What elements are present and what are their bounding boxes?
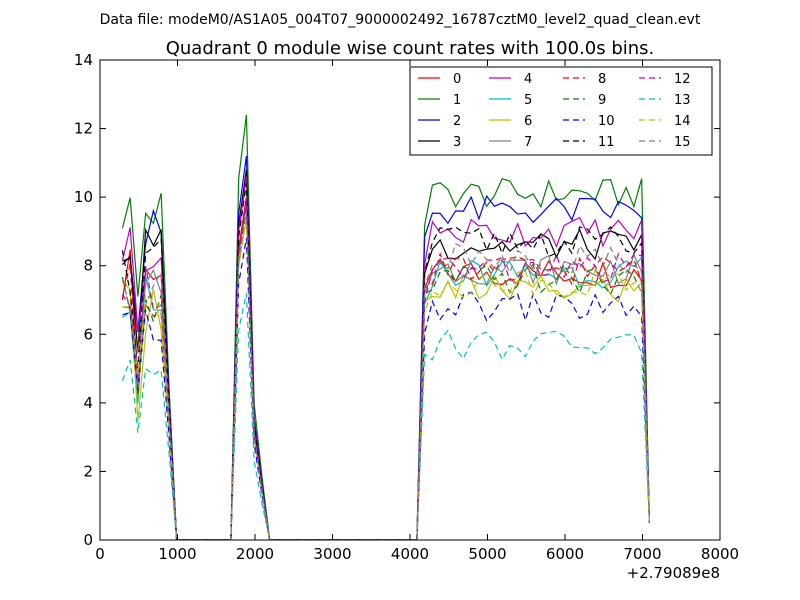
x-tick-label: 3000 [313, 545, 351, 563]
x-tick-label: 8000 [701, 545, 739, 563]
legend-label-12: 12 [674, 72, 691, 87]
y-tick-label: 12 [74, 120, 93, 138]
x-tick-label: 1000 [158, 545, 196, 563]
y-tick-label: 8 [83, 257, 93, 275]
legend-box [409, 66, 713, 156]
series-line-4 [121, 176, 650, 540]
series-line-13 [121, 293, 650, 540]
legend-label-14: 14 [674, 114, 691, 129]
series-line-2 [122, 155, 650, 540]
series-line-7 [122, 203, 650, 540]
y-tick-label: 4 [83, 394, 93, 412]
legend-label-10: 10 [598, 114, 615, 129]
legend-label-13: 13 [674, 93, 691, 108]
legend-label-5: 5 [524, 93, 532, 108]
data-file-label: Data file: modeM0/AS1A05_004T07_90000024… [100, 12, 701, 28]
x-tick-label: 2000 [236, 545, 274, 563]
y-tick-label: 10 [74, 188, 93, 206]
chart-title: Quadrant 0 module wise count rates with … [166, 38, 655, 59]
legend-label-1: 1 [453, 93, 461, 108]
tick-layer: 0 1000 2000 3000 4000 5000 6000 7000 80000246810… [74, 51, 739, 563]
series-line-1 [121, 114, 650, 540]
series-line-6 [121, 217, 650, 540]
series-line-5 [122, 203, 650, 540]
series-layer [121, 114, 650, 540]
y-tick-label: 14 [74, 51, 93, 69]
series-line-12 [121, 200, 650, 540]
series-line-15 [121, 210, 650, 540]
x-tick-label: 7000 [623, 545, 661, 563]
legend-label-9: 9 [598, 93, 606, 108]
legend-label-15: 15 [674, 135, 691, 150]
series-line-10 [122, 238, 650, 540]
x-tick-label: 4000 [391, 545, 429, 563]
legend-label-11: 11 [598, 135, 615, 150]
legend-label-0: 0 [453, 72, 461, 87]
y-tick-label: 0 [83, 531, 93, 549]
y-tick-label: 6 [83, 325, 93, 343]
x-tick-label: 5000 [468, 545, 506, 563]
legend-label-4: 4 [524, 72, 532, 87]
legend-label-6: 6 [524, 114, 532, 129]
series-line-14 [122, 217, 650, 540]
x-offset-label: +2.79089e8 [627, 564, 720, 582]
legend-label-7: 7 [524, 135, 532, 150]
legend-label-8: 8 [598, 72, 606, 87]
legend-label-2: 2 [453, 114, 461, 129]
x-tick-label: 6000 [546, 545, 584, 563]
series-line-0 [121, 197, 650, 540]
legend-label-3: 3 [453, 135, 461, 150]
y-tick-label: 2 [83, 462, 93, 480]
x-tick-label: 0 [95, 545, 105, 563]
series-line-3 [121, 169, 650, 540]
series-line-11 [121, 183, 650, 540]
series-line-9 [121, 210, 650, 540]
